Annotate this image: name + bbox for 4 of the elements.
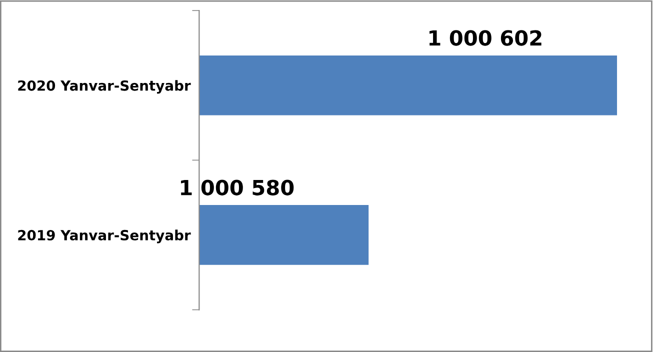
data-label: 1 000 580 bbox=[181, 180, 294, 196]
y-tick-label: 2020 Yanvar-Sentyabr bbox=[18, 80, 191, 94]
y-tick-label: 2019 Yanvar-Sentyabr bbox=[18, 230, 191, 244]
data-label: 1 000 602 bbox=[430, 30, 542, 46]
